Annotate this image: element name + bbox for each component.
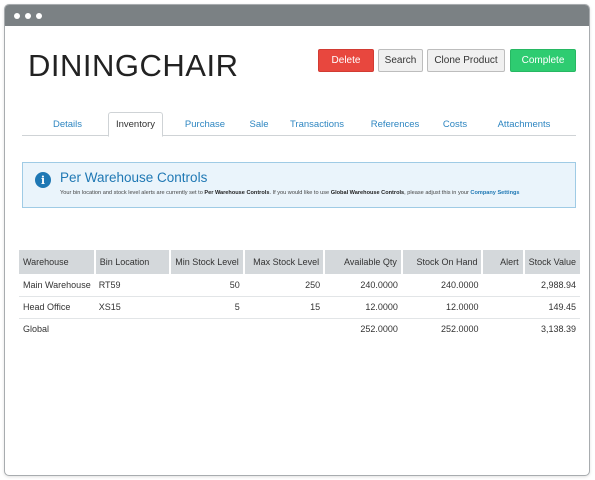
max-stock-cell: 250 [243, 274, 325, 297]
stock-on-hand-cell: 12.0000 [401, 296, 483, 319]
table-row[interactable]: Main Warehouse RT59 50 250 240.0000 240.… [19, 274, 580, 297]
tab-references[interactable]: References [370, 118, 420, 130]
column-header-bin-location[interactable]: Bin Location [93, 250, 171, 274]
alert-cell [482, 274, 524, 297]
tab-purchase[interactable]: Purchase [184, 118, 226, 130]
stock-on-hand-cell: 240.0000 [401, 274, 483, 297]
column-header-max-stock[interactable]: Max Stock Level [242, 250, 325, 274]
stock-value-cell: 149.45 [523, 296, 580, 319]
window-titlebar [5, 5, 589, 26]
stock-value-cell: 2,988.94 [523, 274, 580, 297]
company-settings-link[interactable]: Company Settings [470, 190, 520, 196]
app-window: DININGCHAIR Delete Search Clone Product … [4, 4, 590, 476]
bin-location-cell [95, 318, 171, 340]
alert-cell [482, 296, 524, 319]
tab-transactions[interactable]: Transactions [289, 118, 345, 130]
info-banner: i Per Warehouse Controls Your bin locati… [22, 162, 576, 208]
max-stock-cell: 15 [243, 296, 325, 319]
search-button[interactable]: Search [378, 49, 423, 72]
available-qty-cell: 12.0000 [324, 296, 402, 319]
window-dot-icon[interactable] [14, 12, 20, 19]
tab-bar: Details Inventory Purchase Sale Transact… [22, 112, 576, 137]
min-stock-cell: 5 [170, 296, 244, 319]
available-qty-cell: 240.0000 [324, 274, 402, 297]
tab-details[interactable]: Details [52, 118, 83, 130]
column-header-stock-on-hand[interactable]: Stock On Hand [400, 250, 483, 274]
table-row[interactable]: Global 252.0000 252.0000 3,138.39 [19, 318, 580, 340]
info-banner-text: Your bin location and stock level alerts… [60, 190, 520, 196]
window-dot-icon[interactable] [25, 12, 31, 19]
product-title: DININGCHAIR [28, 48, 239, 83]
column-header-alert[interactable]: Alert [481, 250, 524, 274]
stock-on-hand-cell: 252.0000 [440, 324, 479, 335]
complete-button[interactable]: Complete [510, 49, 576, 72]
max-stock-cell [244, 318, 324, 340]
table-row[interactable]: Head Office XS15 5 15 12.0000 12.0000 14… [19, 296, 580, 319]
alert-cell [482, 318, 523, 340]
min-stock-cell [170, 318, 244, 340]
tab-inventory[interactable]: Inventory [108, 112, 163, 137]
column-header-available-qty[interactable]: Available Qty [323, 250, 402, 274]
tab-sale[interactable]: Sale [249, 118, 269, 130]
min-stock-cell: 50 [170, 274, 244, 297]
bin-location-cell: RT59 [94, 274, 171, 297]
stock-value-cell: 3,138.39 [540, 324, 576, 335]
info-icon: i [35, 172, 51, 188]
available-qty-cell: 252.0000 [360, 324, 398, 335]
table-header-row: Warehouse Bin Location Min Stock Level M… [19, 250, 580, 274]
delete-button[interactable]: Delete [318, 49, 374, 72]
tab-costs[interactable]: Costs [442, 118, 468, 130]
column-header-warehouse[interactable]: Warehouse [19, 250, 95, 274]
column-header-min-stock[interactable]: Min Stock Level [169, 250, 244, 274]
column-header-stock-value[interactable]: Stock Value [522, 250, 580, 274]
tab-attachments[interactable]: Attachments [497, 118, 551, 130]
window-dot-icon[interactable] [36, 12, 42, 19]
warehouse-cell: Main Warehouse [19, 274, 95, 297]
warehouse-cell: Global [23, 324, 50, 335]
info-banner-title: Per Warehouse Controls [60, 170, 208, 185]
warehouse-cell: Head Office [19, 296, 95, 319]
inventory-table: Warehouse Bin Location Min Stock Level M… [19, 250, 580, 340]
bin-location-cell: XS15 [94, 296, 171, 319]
clone-product-button[interactable]: Clone Product [427, 49, 505, 72]
